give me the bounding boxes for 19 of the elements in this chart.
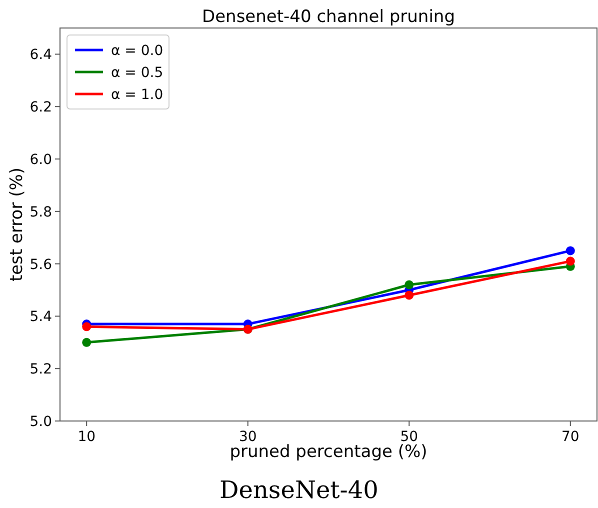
legend-label: α = 1.0 [111, 87, 164, 103]
text: DenseNet-40 [220, 476, 378, 504]
x-axis-title: pruned percentage (%) [230, 442, 428, 462]
y-tick-label: 5.2 [30, 362, 52, 378]
chart-title: Densenet-40 channel pruning [202, 7, 455, 27]
x-tick-label: 30 [238, 429, 257, 445]
y-axis-title: test error (%) [7, 167, 27, 282]
y-tick-label: 5.0 [30, 414, 52, 430]
y-tick-label: 5.6 [30, 256, 52, 273]
y-tick-label: 6.2 [30, 100, 52, 116]
legend-label: α = 0.0 [111, 43, 164, 59]
x-tick-label: 70 [561, 429, 580, 445]
y-tick-label: 6.0 [30, 152, 52, 168]
y-tick-label: 6.4 [30, 47, 52, 64]
x-tick-label: 50 [400, 429, 418, 445]
y-tick-label: 5.4 [30, 309, 52, 326]
x-tick-label: 10 [78, 429, 96, 445]
legend-label: α = 0.5 [111, 65, 164, 81]
y-tick-label: 5.8 [30, 204, 52, 220]
